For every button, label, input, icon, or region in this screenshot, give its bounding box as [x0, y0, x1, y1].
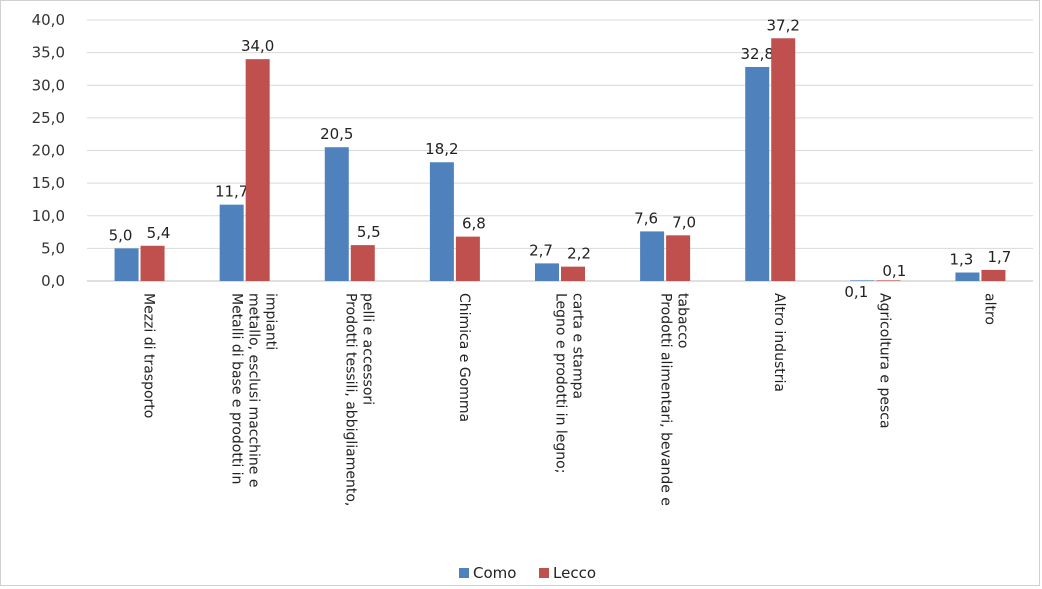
y-tick-label: 35,0 [32, 44, 65, 62]
x-category-label: carta e stampa [570, 293, 586, 399]
x-category-label: tabacco [675, 293, 691, 349]
data-label: 5,0 [109, 226, 133, 244]
bar-lecco [140, 245, 165, 281]
data-label: 5,4 [147, 224, 171, 242]
data-label: 34,0 [241, 37, 274, 55]
data-label: 0,1 [882, 262, 906, 280]
data-label: 7,0 [672, 213, 696, 231]
bar-como [324, 147, 349, 281]
bar-como [745, 66, 770, 281]
x-category-label: Altro industria [771, 293, 787, 392]
x-category-label: Legno e prodotti in legno; [553, 293, 569, 473]
y-tick-label: 40,0 [32, 11, 65, 29]
bar-lecco [455, 236, 480, 281]
data-label: 32,8 [741, 45, 774, 63]
bar-como [429, 162, 454, 281]
x-category-label: altro [981, 293, 997, 325]
bar-lecco [350, 245, 375, 281]
x-category-label: Prodotti tessili, abbigliamento, [342, 293, 358, 506]
bar-como [640, 231, 665, 281]
x-category-label: Prodotti alimentari, bevande e [658, 293, 674, 506]
bar-como [535, 263, 559, 281]
data-label: 5,5 [357, 223, 381, 241]
data-label: 7,6 [634, 209, 658, 227]
legend-label-lecco: Lecco [553, 564, 596, 582]
bar-como [850, 280, 875, 281]
bar-lecco [666, 235, 691, 281]
data-label: 18,2 [425, 140, 458, 158]
x-category-label: metallo, esclusi macchine e [246, 293, 262, 488]
x-category-label: impianti [263, 293, 279, 350]
x-category-label: Chimica e Gomma [456, 293, 472, 422]
x-category-label: Metalli di base e prodotti in [229, 293, 245, 484]
legend-label-como: Como [473, 564, 516, 582]
data-label: 20,5 [320, 125, 353, 143]
bar-lecco [876, 280, 901, 281]
x-category-label: pelli e accessori [359, 293, 375, 405]
bar-lecco [981, 269, 1006, 281]
bar-como [219, 204, 244, 281]
y-tick-label: 25,0 [32, 109, 65, 127]
data-label: 1,3 [950, 251, 974, 269]
bar-lecco [771, 38, 796, 281]
x-category-label: Agricoltura e pesca [876, 293, 892, 429]
legend-swatch-como [459, 568, 469, 578]
data-label: 1,7 [988, 248, 1012, 266]
bar-lecco [561, 266, 585, 281]
y-tick-label: 5,0 [41, 239, 65, 257]
y-tick-label: 15,0 [32, 174, 65, 192]
bar-como [955, 272, 980, 281]
bar-como [114, 248, 139, 281]
data-label: 2,2 [567, 245, 591, 263]
legend-swatch-lecco [539, 568, 549, 578]
x-category-label: Mezzi di trasporto [141, 293, 157, 418]
y-tick-label: 30,0 [32, 76, 65, 94]
data-label: 11,7 [215, 183, 248, 201]
bar-lecco [245, 59, 270, 282]
y-tick-label: 20,0 [32, 142, 65, 160]
data-label: 37,2 [767, 16, 800, 34]
data-label: 2,7 [529, 241, 553, 259]
data-label: 6,8 [462, 215, 486, 233]
y-tick-label: 0,0 [41, 272, 65, 290]
data-label: 0,1 [844, 283, 868, 301]
y-tick-label: 10,0 [32, 207, 65, 225]
